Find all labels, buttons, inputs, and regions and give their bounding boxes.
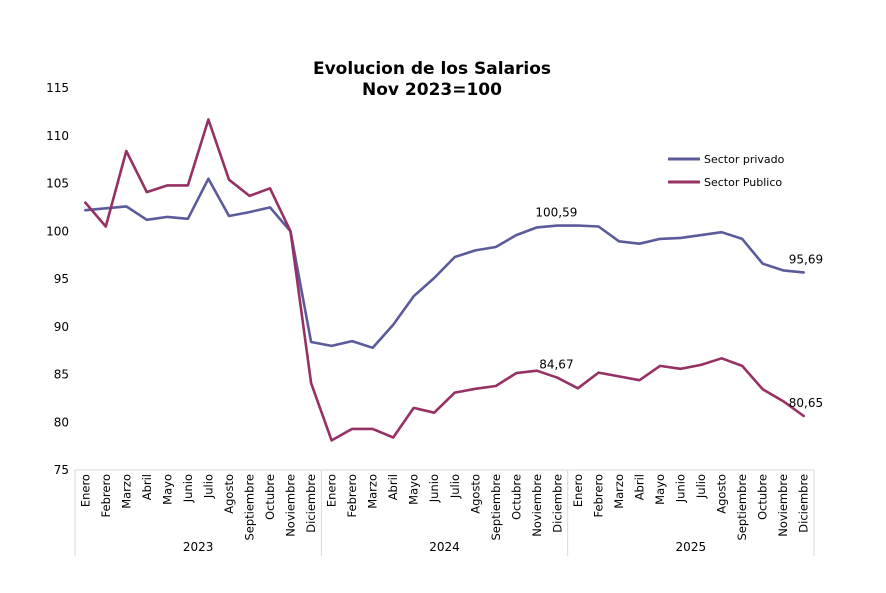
series-line-sector-publico [84,118,806,442]
x-tick-label: Noviembre [284,474,298,537]
y-tick-label: 80 [54,415,69,429]
x-tick-label: Mayo [653,474,667,505]
y-tick-label: 75 [54,463,69,477]
data-label: 100,59 [535,206,577,220]
x-tick-label: Junio [674,474,688,503]
x-tick-label: Abril [140,474,154,500]
x-tick-label: Diciembre [550,474,564,533]
x-tick-label: Octubre [756,474,770,520]
x-tick-label: Junio [427,474,441,503]
series-lines [84,118,806,442]
data-label: 80,65 [789,396,823,410]
legend: Sector privado Sector Publico [668,153,785,189]
year-label: 2024 [429,540,460,554]
chart-subtitle: Nov 2023=100 [362,80,502,100]
x-tick-label: Febrero [99,474,113,517]
x-tick-label: Mayo [407,474,421,505]
legend-label-sector-privado: Sector privado [704,153,785,166]
y-tick-label: 95 [54,272,69,286]
x-tick-label: Diciembre [797,474,811,533]
x-tick-label: Agosto [222,474,236,514]
x-tick-label: Noviembre [530,474,544,537]
x-tick-label: Septiembre [735,474,749,541]
x-tick-label: Abril [633,474,647,500]
year-label: 2025 [676,540,707,554]
series-line-sector-privado [84,177,806,350]
x-tick-label: Abril [386,474,400,500]
x-tick-label: Enero [571,474,585,507]
x-tick-label: Febrero [345,474,359,517]
x-tick-label: Junio [181,474,195,503]
x-axis: Enero Febrero Marzo Abril Mayo Junio Julio Agos… [74,469,815,556]
data-labels: 100,59 84,67 95,69 80,65 [535,206,823,410]
x-tick-label: Agosto [715,474,729,514]
x-tick-label: Marzo [366,474,380,509]
y-tick-label: 100 [46,224,69,238]
x-tick-label: Enero [78,474,92,507]
y-tick-label: 115 [46,81,69,95]
x-tick-label: Noviembre [776,474,790,537]
x-tick-label: Julio [201,474,215,499]
y-tick-label: 85 [54,368,69,382]
y-tick-label: 110 [46,129,69,143]
x-tick-label: Septiembre [242,474,256,541]
x-tick-label: Octubre [263,474,277,520]
x-tick-label: Octubre [509,474,523,520]
data-label: 95,69 [789,252,823,266]
x-tick-label: Septiembre [489,474,503,541]
x-tick-label: Febrero [591,474,605,517]
year-label: 2023 [183,540,214,554]
x-tick-label: Diciembre [304,474,318,533]
x-tick-label: Julio [448,474,462,499]
x-tick-label: Enero [325,474,339,507]
x-tick-label: Marzo [612,474,626,509]
chart-title: Evolucion de los Salarios [313,59,551,79]
y-axis: 75 80 85 90 95 100 105 110 115 [46,81,69,477]
y-tick-label: 90 [54,320,69,334]
x-tick-label: Julio [694,474,708,499]
x-tick-label: Marzo [119,474,133,509]
x-tick-label: Agosto [468,474,482,514]
y-tick-label: 105 [46,177,69,191]
legend-label-sector-publico: Sector Publico [704,176,782,189]
x-tick-label: Mayo [160,474,174,505]
data-label: 84,67 [539,358,573,372]
